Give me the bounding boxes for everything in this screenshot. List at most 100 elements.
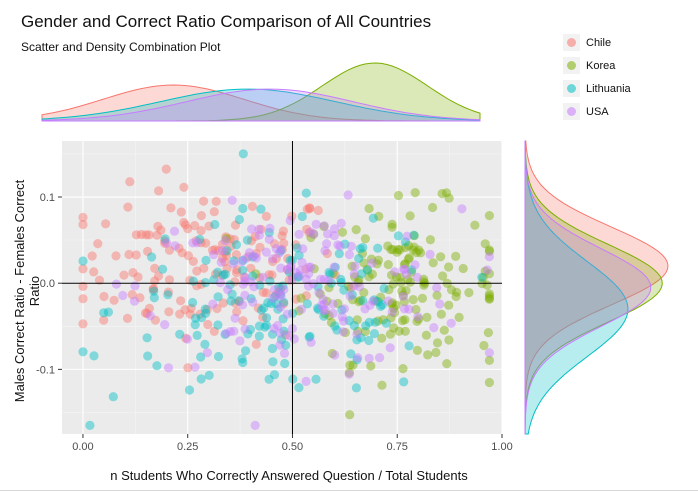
- legend-swatch-chile: [567, 38, 576, 47]
- data-point-chile: [144, 230, 154, 240]
- data-point-lithuania: [337, 305, 347, 315]
- data-point-chile: [273, 287, 284, 297]
- data-point-korea: [484, 377, 494, 388]
- data-point-chile: [87, 251, 97, 261]
- data-point-lithuania: [373, 297, 383, 307]
- data-point-lithuania: [354, 253, 364, 264]
- data-point-usa: [337, 312, 347, 322]
- data-point-usa: [311, 219, 321, 229]
- data-point-usa: [336, 218, 346, 228]
- data-point-chile: [78, 264, 88, 274]
- data-point-usa: [368, 296, 378, 306]
- data-point-chile: [124, 249, 134, 260]
- data-point-korea: [309, 229, 319, 239]
- data-point-lithuania: [246, 294, 256, 304]
- data-point-usa: [328, 299, 338, 309]
- data-point-lithuania: [319, 311, 329, 321]
- data-point-usa: [282, 309, 292, 319]
- data-point-chile: [161, 164, 171, 174]
- data-point-usa: [238, 279, 248, 289]
- data-point-usa: [247, 224, 257, 234]
- data-point-korea: [360, 326, 370, 337]
- data-point-korea: [417, 293, 427, 303]
- data-point-korea: [484, 211, 494, 221]
- legend: Chile Korea Lithuania USA: [563, 31, 631, 123]
- data-point-korea: [419, 277, 429, 287]
- data-point-chile: [131, 230, 141, 240]
- data-point-lithuania: [400, 237, 411, 247]
- data-point-lithuania: [254, 321, 264, 331]
- data-point-usa: [319, 221, 329, 231]
- data-point-chile: [235, 296, 245, 307]
- data-point-usa: [169, 226, 180, 236]
- data-point-lithuania: [266, 298, 276, 309]
- data-point-korea: [431, 347, 441, 358]
- data-point-usa: [291, 268, 301, 278]
- data-point-usa: [339, 304, 349, 314]
- data-point-chile: [232, 307, 242, 317]
- x-tick-label: 0.00: [72, 441, 93, 453]
- data-point-lithuania: [227, 289, 237, 299]
- data-point-korea: [386, 313, 396, 323]
- data-point-lithuania: [356, 269, 366, 279]
- data-point-usa: [354, 282, 365, 292]
- data-point-chile: [119, 270, 129, 280]
- data-point-chile: [271, 253, 281, 264]
- marginal-density-right-chile: [524, 140, 669, 434]
- data-point-usa: [399, 264, 409, 274]
- data-point-usa: [268, 293, 278, 303]
- data-point-chile: [305, 203, 315, 213]
- data-point-usa: [275, 289, 285, 299]
- data-point-usa: [182, 334, 192, 344]
- data-point-chile: [179, 182, 189, 192]
- data-point-lithuania: [369, 295, 379, 305]
- data-point-korea: [432, 338, 443, 348]
- data-point-usa: [296, 304, 307, 314]
- data-point-korea: [480, 266, 490, 276]
- data-point-usa: [306, 262, 316, 272]
- data-point-korea: [352, 315, 362, 325]
- data-point-usa: [264, 234, 274, 244]
- legend-swatch-lithuania: [567, 84, 576, 93]
- legend-label-usa: USA: [586, 105, 609, 118]
- data-point-lithuania: [269, 370, 280, 380]
- data-point-usa: [364, 353, 374, 363]
- data-point-chile: [183, 363, 193, 373]
- data-point-lithuania: [89, 351, 99, 361]
- data-point-chile: [305, 204, 315, 214]
- data-point-chile: [199, 196, 209, 206]
- data-point-lithuania: [237, 354, 247, 364]
- data-point-usa: [429, 323, 439, 333]
- data-point-chile: [101, 219, 111, 229]
- data-point-lithuania: [302, 299, 312, 309]
- data-point-usa: [335, 241, 345, 251]
- data-point-usa: [216, 257, 226, 267]
- data-point-lithuania: [270, 292, 280, 302]
- data-point-korea: [428, 202, 438, 213]
- data-point-chile: [186, 303, 196, 313]
- data-point-korea: [364, 272, 374, 282]
- data-point-usa: [295, 271, 305, 281]
- legend-swatch-usa: [567, 107, 576, 116]
- data-point-lithuania: [261, 320, 271, 330]
- data-point-korea: [399, 297, 409, 307]
- marginal-density-right-usa: [524, 140, 652, 435]
- data-point-korea: [479, 340, 489, 351]
- data-point-chile: [304, 228, 314, 238]
- data-point-korea: [366, 361, 376, 371]
- data-point-chile: [78, 319, 88, 329]
- data-point-lithuania: [304, 332, 314, 342]
- data-point-korea: [484, 293, 494, 303]
- data-point-lithuania: [351, 383, 361, 393]
- x-tick-label: 0.25: [177, 441, 198, 453]
- data-point-usa: [130, 281, 140, 291]
- data-point-korea: [412, 345, 422, 355]
- data-point-usa: [298, 244, 308, 254]
- data-point-korea: [398, 290, 408, 300]
- data-point-korea: [405, 277, 415, 287]
- data-point-korea: [484, 355, 494, 365]
- data-point-usa: [375, 353, 385, 363]
- data-point-korea: [359, 258, 369, 268]
- data-point-lithuania: [313, 282, 323, 292]
- data-point-korea: [388, 245, 398, 255]
